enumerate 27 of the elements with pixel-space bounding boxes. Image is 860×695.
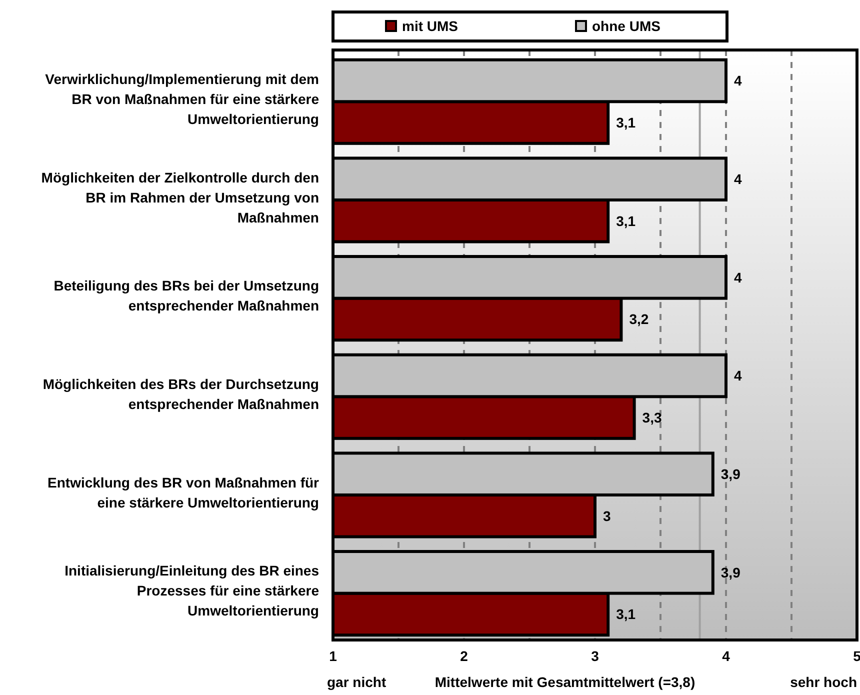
- data-label: 3,9: [720, 466, 741, 482]
- data-label: 3,9: [720, 564, 741, 580]
- data-label: 3,1: [616, 114, 636, 130]
- x-tick-label: 3: [591, 648, 600, 664]
- data-label: 3,2: [629, 311, 649, 328]
- data-label: 4: [734, 269, 742, 286]
- data-label: 3,3: [642, 409, 662, 426]
- legend-label: mit UMS: [402, 18, 458, 34]
- x-axis-title: Mittelwerte mit Gesamtmittelwert (=3,8): [434, 674, 696, 690]
- legend-label: ohne UMS: [592, 18, 660, 34]
- data-label: 3,1: [616, 606, 636, 622]
- data-label: 4: [734, 368, 742, 384]
- data-label: 3,1: [616, 212, 636, 229]
- y-tick-label: Verwirklichung/Implementierung mit dem BR von Maßnahmen für eine stärkere Umweltorientierung: [45, 71, 320, 128]
- y-tick-label: Möglichkeiten der Zielkontrolle durch den BR im Rahmen der Umsetzung von Maßnahmen: [41, 169, 319, 226]
- y-tick-label: Beteiligung des BRs bei der Umsetzung entsprechender Maßnahmen: [54, 278, 319, 314]
- x-tick-label: 2: [460, 648, 468, 664]
- text: sehr hoch: [790, 674, 857, 690]
- y-tick-label: Initialisierung/Einleitung des BR eines Prozesses für eine stärkere Umweltorientierung: [64, 562, 320, 619]
- y-tick-label: Entwicklung des BR von Maßnahmen für eine stärkere Umweltorientierung: [48, 474, 320, 510]
- text: gar nicht: [327, 674, 386, 690]
- data-label: 3: [603, 508, 611, 524]
- data-label: 4: [734, 72, 742, 89]
- y-tick-label: Möglichkeiten des BRs der Durchsetzung entsprechender Maßnahmen: [42, 376, 319, 412]
- x-tick-label: 1: [329, 648, 338, 664]
- x-tick-label: 4: [722, 648, 730, 664]
- data-label: 4: [734, 170, 742, 187]
